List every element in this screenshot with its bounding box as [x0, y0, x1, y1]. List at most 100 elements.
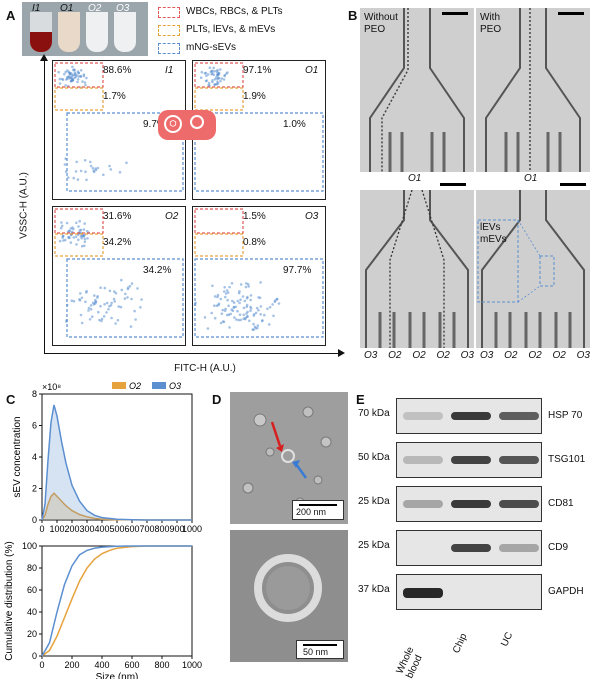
- x-tick-label: 200: [64, 524, 79, 534]
- blot-band: [403, 412, 443, 420]
- series-band-o2: [42, 493, 192, 520]
- x-tick-label: 100: [49, 524, 64, 534]
- gate-pct-bottom: 1.0%: [283, 119, 306, 130]
- y-axis-label: sEV concentration: [12, 416, 23, 497]
- x-tick-label: 500: [109, 524, 124, 534]
- scalebar-b3: [440, 183, 466, 186]
- tube-label-o2: O2: [88, 3, 102, 14]
- scalebar-d1-box: 200 nm: [292, 500, 344, 520]
- y-tick-label: 2: [32, 484, 37, 494]
- lane-chip: Chip: [450, 631, 470, 656]
- x-tick-label: 400: [94, 524, 109, 534]
- y-tick-label: 40: [27, 607, 37, 617]
- protein-label: HSP 70: [548, 410, 583, 421]
- lane-uc: UC: [499, 630, 516, 649]
- blot-band: [499, 500, 539, 508]
- blot-band: [403, 500, 443, 508]
- legend-item-orange: PLTs, lEVs, & mEVs: [158, 22, 338, 40]
- x-tick-label: 300: [79, 524, 94, 534]
- x-tick-label: 600: [124, 524, 139, 534]
- flow-plot-o2: 31.6% 34.2% 34.2% O2: [52, 206, 186, 346]
- tem-image-zoom: 50 nm: [230, 530, 348, 662]
- kda-label: 50 kDa: [358, 452, 390, 463]
- panel-label-d: D: [212, 392, 222, 407]
- panel-label-c: C: [6, 392, 16, 407]
- blot-tsg101: [396, 442, 542, 478]
- gate-pct-top: 88.6%: [103, 65, 132, 76]
- legend-swatch-o3: [152, 382, 166, 389]
- blot-band: [403, 456, 443, 464]
- blot-hsp70: [396, 398, 542, 434]
- blot-gapdh: [396, 574, 542, 610]
- x-tick-label: 700: [139, 524, 154, 534]
- blot-cd9: [396, 530, 542, 566]
- outlet-labels-right: O3 O2 O2 O2 O3: [480, 350, 590, 361]
- lane-whole-blood: Whole blood: [394, 645, 425, 680]
- ai-search-badge[interactable]: ⬡: [158, 110, 216, 140]
- x-tick-label: 1000: [182, 524, 202, 534]
- flow-plot-tag: O3: [305, 211, 319, 222]
- label-without-peo: Without PEO: [364, 12, 398, 35]
- y-exponent: ×10⁸: [42, 382, 61, 392]
- y-tick-label: 60: [27, 585, 37, 595]
- y-axis-label: Cumulative distribution (%): [4, 541, 15, 661]
- gate-pct-mid: 0.8%: [243, 237, 266, 248]
- tem-vesicle-zoom: [254, 554, 322, 622]
- protein-label: GAPDH: [548, 586, 584, 597]
- lane-labels: Whole blood Chip UC: [394, 628, 540, 680]
- blot-band: [499, 456, 539, 464]
- scalebar-d2-box: 50 nm: [296, 640, 344, 659]
- series-band-o3: [42, 405, 192, 520]
- kda-label: 25 kDa: [358, 540, 390, 551]
- gate-pct-mid: 1.7%: [103, 91, 126, 102]
- gate-pct-top: 1.5%: [243, 211, 266, 222]
- scalebar-b2: [558, 12, 584, 15]
- y-tick-label: 6: [32, 421, 37, 431]
- y-tick-label: 20: [27, 629, 37, 639]
- flow-plot-tag: I1: [165, 65, 174, 76]
- tube-label-o3: O3: [116, 3, 130, 14]
- protein-label: CD81: [548, 498, 574, 509]
- x-tick-label: 900: [169, 524, 184, 534]
- legend-label-o2: O2: [129, 381, 141, 391]
- kda-label: 37 kDa: [358, 584, 390, 595]
- gate-pct-mid: 34.2%: [103, 237, 132, 248]
- flow-ylabel: VSSC-H (A.U.): [18, 172, 30, 239]
- x-tick-label: 800: [154, 524, 169, 534]
- gate-pct-top: 31.6%: [103, 211, 132, 222]
- x-axis-label: Size (nm): [96, 672, 139, 679]
- tem-image-overview: 200 nm: [230, 392, 348, 524]
- tube-photo: I1 O1 O2 O3: [22, 2, 148, 56]
- ai-icon: ⬡: [164, 115, 182, 133]
- series-line-o3: [41, 545, 192, 657]
- y-tick-label: 8: [32, 389, 37, 399]
- flow-plot-tag: O1: [305, 65, 319, 76]
- blot-band: [451, 456, 491, 464]
- gate-legend: WBCs, RBCs, & PLTs PLTs, lEVs, & mEVs mN…: [158, 4, 338, 58]
- flow-xlabel: FITC-H (A.U.): [174, 363, 236, 374]
- gate-pct-mid: 1.9%: [243, 91, 266, 102]
- flow-plot-o3: 1.5% 0.8% 97.7% O3: [192, 206, 326, 346]
- series-line-o3: [41, 404, 192, 521]
- gate-pct-top: 97.1%: [243, 65, 272, 76]
- legend-item-blue: mNG-sEVs: [158, 40, 338, 58]
- channel-drawing-bl: [365, 190, 469, 348]
- blot-cd81: [396, 486, 542, 522]
- tube-o2: [86, 12, 108, 52]
- flow-axes: [40, 54, 345, 358]
- scalebar-b4: [560, 183, 586, 186]
- x-tick-label: 400: [94, 660, 109, 670]
- label-mevs: mEVs: [480, 234, 507, 245]
- panel-label-a: A: [6, 8, 16, 23]
- kda-label: 70 kDa: [358, 408, 390, 419]
- legend-label-o3: O3: [169, 381, 181, 391]
- channel-drawing-without: [369, 8, 465, 172]
- x-tick-label: 0: [39, 660, 44, 670]
- blot-band: [451, 412, 491, 420]
- blot-band: [403, 588, 443, 598]
- panel-label-b: B: [348, 8, 358, 23]
- tube-i1: [30, 12, 52, 52]
- y-tick-label: 80: [27, 563, 37, 573]
- micrograph-o1-bottom-left: [360, 190, 474, 348]
